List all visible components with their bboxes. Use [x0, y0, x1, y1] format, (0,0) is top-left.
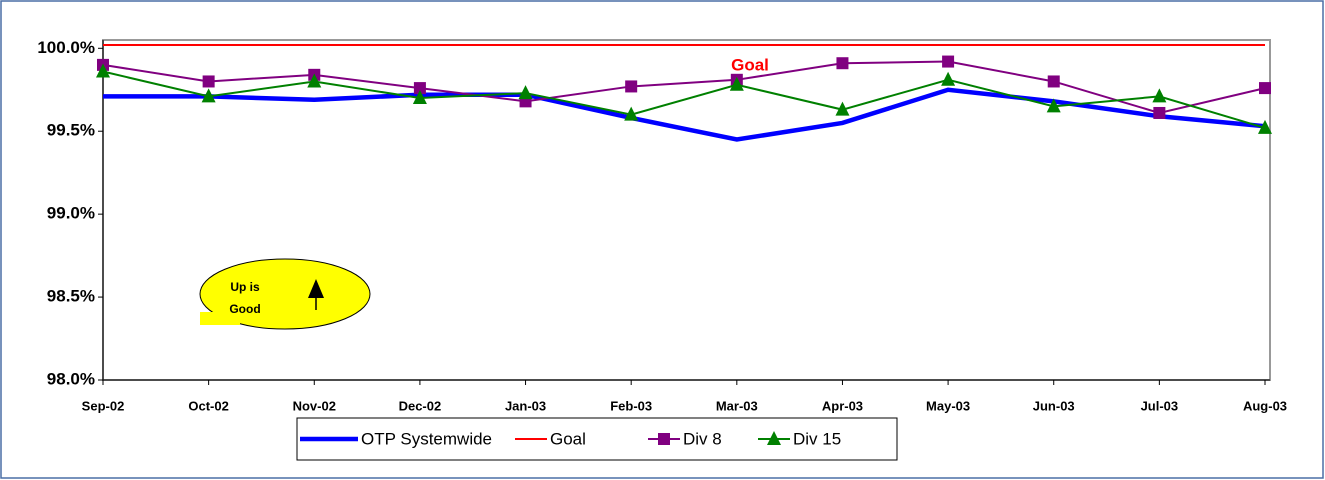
data-point	[836, 57, 849, 70]
data-point	[518, 85, 533, 100]
data-point	[1258, 119, 1272, 134]
legend-label: OTP Systemwide	[361, 429, 492, 448]
legend-marker	[767, 431, 781, 445]
data-point	[307, 73, 322, 88]
x-tick-label: Jul-03	[1141, 398, 1179, 413]
legend-box	[296, 417, 898, 461]
x-tick-label: Jun-03	[1033, 398, 1075, 413]
y-tick-label: 100.0%	[37, 38, 95, 57]
x-tick-label: Oct-02	[188, 398, 228, 413]
up-is-good-note: Up is Good	[199, 258, 371, 330]
data-point	[201, 88, 216, 103]
y-tick-label: 98.0%	[47, 369, 95, 388]
data-point	[1047, 75, 1060, 88]
data-point	[729, 76, 744, 91]
data-point	[835, 101, 850, 116]
data-point	[202, 75, 215, 88]
data-point	[941, 71, 956, 86]
data-point	[624, 106, 639, 121]
data-point	[1046, 98, 1061, 113]
x-tick-label: Dec-02	[399, 398, 442, 413]
legend-label: Div 8	[683, 429, 722, 448]
data-point	[413, 82, 426, 95]
y-tick-label: 98.5%	[47, 287, 95, 306]
legend-marker	[658, 433, 670, 445]
x-tick-label: May-03	[926, 398, 970, 413]
x-tick-label: Sep-02	[82, 398, 125, 413]
note-ellipse	[199, 258, 371, 330]
series-line	[102, 70, 1266, 129]
x-tick-label: Feb-03	[610, 398, 652, 413]
data-point	[942, 55, 955, 68]
legend-label: Goal	[550, 429, 586, 448]
data-point	[1259, 82, 1271, 95]
y-tick-label: 99.0%	[47, 204, 95, 223]
data-point	[1153, 106, 1166, 119]
note-arrow-head	[308, 279, 324, 298]
note-patch	[200, 312, 240, 325]
x-tick-label: Apr-03	[822, 398, 863, 413]
data-point	[96, 63, 110, 78]
x-tick-label: Jan-03	[505, 398, 546, 413]
note-text: Up is	[230, 280, 260, 294]
goal-annotation: Goal	[731, 55, 769, 74]
y-tick-label: 99.5%	[47, 121, 95, 140]
data-point	[1152, 88, 1167, 103]
legend-label: Div 15	[793, 429, 841, 448]
data-point	[412, 90, 427, 105]
data-point	[625, 80, 638, 93]
series-line	[102, 60, 1266, 115]
x-tick-label: Aug-03	[1243, 398, 1287, 413]
x-tick-label: Mar-03	[716, 398, 758, 413]
note-text: Good	[229, 302, 260, 316]
x-tick-label: Nov-02	[293, 398, 336, 413]
